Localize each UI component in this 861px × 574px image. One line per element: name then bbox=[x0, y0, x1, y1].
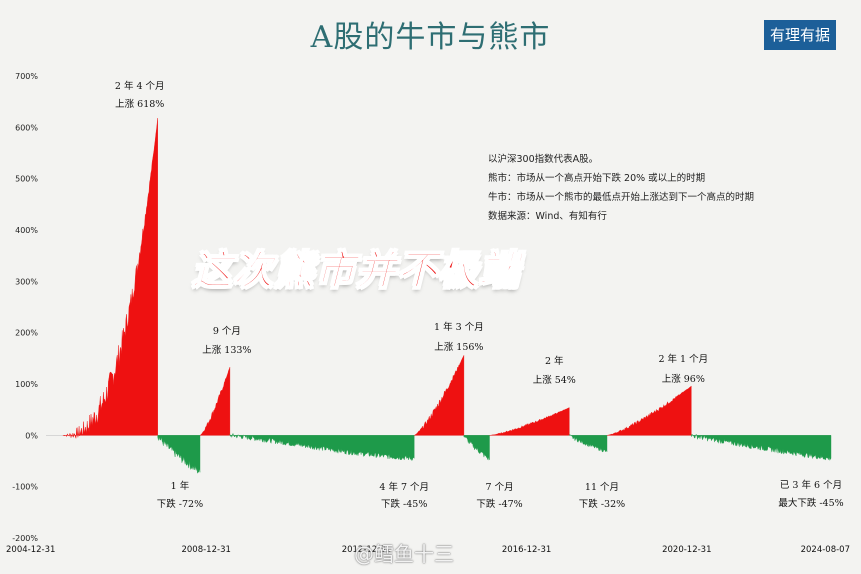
period-change-label: 下跌 -45% bbox=[381, 498, 427, 510]
bear-period-area bbox=[229, 432, 415, 461]
x-axis: 2004-12-31 2008-12-31 2012-12-31 2016-12-31… bbox=[6, 545, 850, 555]
period-change-label: 上涨 96% bbox=[662, 374, 705, 385]
chart-notes: 以沪深300指数代表A股。 熊市：市场从一个高点开始下跌 20% 或以上的时期 … bbox=[488, 150, 754, 226]
bear-period-area bbox=[691, 433, 832, 461]
brand-badge: 有理有据 bbox=[764, 20, 836, 50]
period-duration-label: 2 年 4 个月 bbox=[115, 80, 165, 92]
x-tick-label: 2016-12-31 bbox=[502, 545, 551, 555]
y-tick-label: 600% bbox=[15, 123, 38, 132]
period-duration-label: 11 个月 bbox=[585, 482, 619, 493]
period-change-label: 最大下跌 -45% bbox=[778, 497, 843, 509]
period-change-label: 上涨 618% bbox=[115, 99, 164, 110]
bull-period-area bbox=[489, 407, 570, 436]
y-axis: 700% 600% 500% 400% 300% 200% 100% 0% -100% -200% bbox=[12, 72, 38, 543]
bull-period-area bbox=[199, 367, 231, 436]
period-duration-label: 已 3 年 6 个月 bbox=[780, 479, 842, 491]
y-tick-label: 400% bbox=[15, 226, 38, 235]
period-duration-label: 4 年 7 个月 bbox=[379, 481, 429, 493]
period-change-label: 上涨 156% bbox=[434, 342, 483, 353]
bear-period-area bbox=[157, 435, 201, 474]
bull-period-area bbox=[414, 355, 465, 436]
y-tick-label: 300% bbox=[15, 277, 38, 286]
period-duration-label: 7 个月 bbox=[486, 482, 514, 493]
y-tick-label: 700% bbox=[15, 72, 38, 81]
period-change-label: 上涨 54% bbox=[533, 375, 576, 386]
overlay-banner: 这次熊市并不极端 bbox=[191, 247, 520, 295]
bear-period-area bbox=[569, 434, 608, 453]
chart-title: A股的牛市与熊市 bbox=[310, 20, 551, 55]
period-change-label: 上涨 133% bbox=[202, 345, 251, 356]
period-change-label: 下跌 -72% bbox=[157, 498, 203, 510]
note-line: 以沪深300指数代表A股。 bbox=[488, 154, 599, 165]
period-duration-label: 9 个月 bbox=[213, 326, 241, 337]
period-change-label: 下跌 -47% bbox=[476, 498, 522, 510]
x-tick-label: 2004-12-31 bbox=[6, 545, 55, 555]
watermark: @鳕鱼十三 bbox=[354, 542, 454, 566]
y-tick-label: 500% bbox=[15, 175, 38, 184]
bull-period-area bbox=[606, 385, 692, 436]
period-duration-label: 2 年 1 个月 bbox=[658, 353, 708, 365]
bull-period-area bbox=[62, 118, 158, 439]
y-tick-label: 200% bbox=[15, 329, 38, 338]
period-change-label: 下跌 -32% bbox=[579, 498, 625, 510]
bear-period-area bbox=[463, 435, 490, 461]
chart-areas bbox=[46, 118, 832, 474]
x-tick-label: 2020-12-31 bbox=[662, 545, 711, 555]
x-tick-label: 2008-12-31 bbox=[181, 545, 230, 555]
note-line: 熊市：市场从一个高点开始下跌 20% 或以上的时期 bbox=[488, 173, 706, 184]
x-tick-label: 2024-08-07 bbox=[801, 545, 850, 555]
y-tick-label: 0% bbox=[25, 431, 38, 440]
y-tick-label: -200% bbox=[12, 534, 38, 543]
y-tick-label: -100% bbox=[12, 483, 38, 492]
period-duration-label: 1 年 3 个月 bbox=[434, 321, 484, 333]
period-duration-label: 1 年 bbox=[171, 480, 190, 492]
y-tick-label: 100% bbox=[15, 380, 38, 389]
note-line: 牛市：市场从一个熊市的最低点开始上涨达到下一个高点的时期 bbox=[488, 192, 755, 203]
period-duration-label: 2 年 bbox=[545, 355, 564, 367]
note-line: 数据来源：Wind、有知有行 bbox=[488, 211, 607, 222]
x-tick-label: 2012-12-31 bbox=[342, 545, 391, 555]
